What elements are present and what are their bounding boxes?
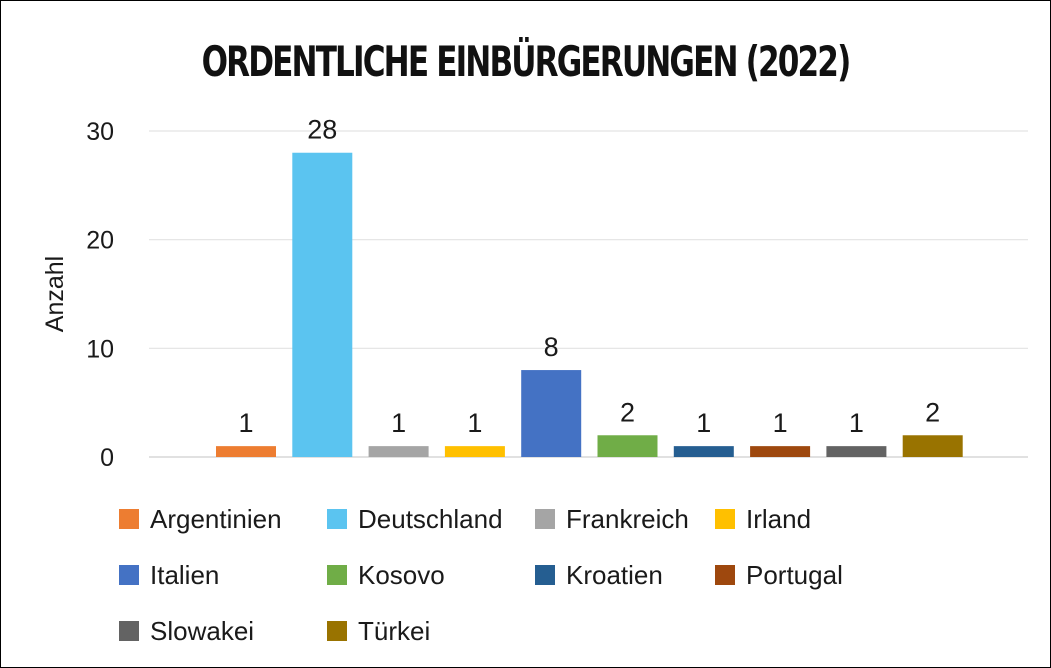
data-label: 1 <box>773 408 788 438</box>
data-label: 8 <box>544 332 559 362</box>
legend-label: Deutschland <box>358 503 503 534</box>
bar-irland <box>444 446 505 457</box>
legend-item: Kroatien <box>535 553 715 597</box>
legend-label: Kroatien <box>566 559 663 590</box>
legend-label: Italien <box>150 559 220 590</box>
data-label: 28 <box>307 115 337 145</box>
legend-label: Kosovo <box>358 559 445 590</box>
y-tick-label: 10 <box>86 335 114 363</box>
legend-item: Italien <box>119 553 327 597</box>
bar-argentinien <box>216 446 276 457</box>
legend-item: Portugal <box>715 553 915 597</box>
data-label: 1 <box>467 408 482 438</box>
legend-swatch <box>327 509 347 529</box>
y-tick-label: 20 <box>86 227 114 255</box>
y-tick-label: 0 <box>100 444 114 472</box>
legend-label: Frankreich <box>566 503 689 534</box>
legend-label: Irland <box>746 503 812 534</box>
data-label: 1 <box>696 408 711 438</box>
legend-swatch <box>715 509 735 529</box>
legend-label: Argentinien <box>150 503 282 534</box>
legend-swatch <box>119 509 139 529</box>
legend-swatch <box>535 565 555 585</box>
legend-item: Kosovo <box>327 553 535 597</box>
bar-slowakei <box>826 446 887 457</box>
legend-swatch <box>119 565 139 585</box>
legend-swatch <box>119 621 139 641</box>
chart-legend: Argentinien Deutschland Frankreich Irland It… <box>119 497 1039 665</box>
bar-frankreich <box>368 446 429 457</box>
data-label: 1 <box>238 408 253 438</box>
data-label: 2 <box>620 397 635 427</box>
legend-label: Slowakei <box>150 615 255 646</box>
legend-item: Türkei <box>327 609 535 653</box>
legend-item: Argentinien <box>119 497 327 541</box>
y-tick-label: 30 <box>86 118 114 146</box>
bar-kosovo <box>597 435 658 457</box>
legend-label: Portugal <box>746 559 843 590</box>
y-axis-label: Anzahl <box>41 256 69 332</box>
bar-portugal <box>750 446 811 457</box>
data-label: 1 <box>391 408 406 438</box>
plot-area: 0 10 20 30 Anzahl 1 28 1 1 8 2 1 1 1 2 <box>41 115 1028 472</box>
legend-swatch <box>535 509 555 529</box>
legend-swatch <box>327 621 347 641</box>
bar-deutschland <box>292 152 353 457</box>
legend-item: Frankreich <box>535 497 715 541</box>
data-label: 1 <box>849 408 864 438</box>
data-label: 2 <box>925 397 940 427</box>
bar-türkei <box>902 435 963 457</box>
legend-label: Türkei <box>358 615 431 646</box>
bar-kroatien <box>673 446 734 457</box>
legend-item: Slowakei <box>119 609 327 653</box>
chart-title: ORDENTLICHE EINBÜRGERUNGEN (2022) <box>201 37 852 86</box>
legend-item: Deutschland <box>327 497 535 541</box>
legend-swatch <box>715 565 735 585</box>
legend-swatch <box>327 565 347 585</box>
bar-italien <box>521 370 582 457</box>
legend-item: Irland <box>715 497 915 541</box>
